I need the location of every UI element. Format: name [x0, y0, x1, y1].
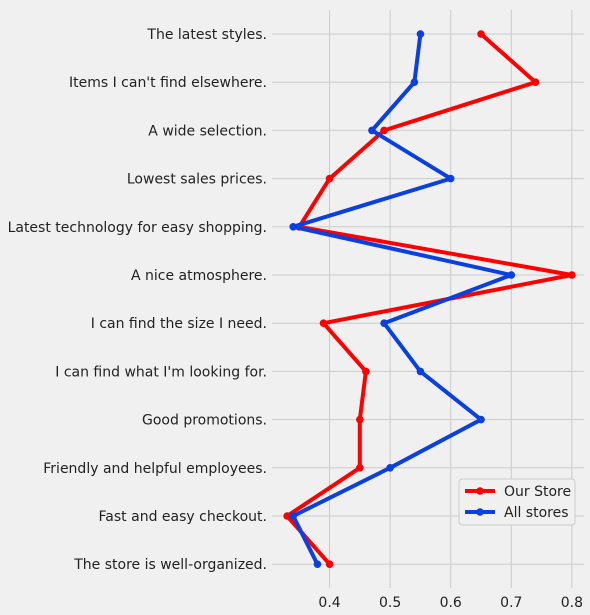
category-label: Fast and easy checkout.: [99, 509, 267, 525]
category-label: I can find the size I need.: [91, 316, 267, 332]
legend-marker: [476, 508, 484, 516]
x-tick-label: 0.6: [440, 595, 462, 611]
category-label: Items I can't find elsewhere.: [69, 75, 267, 91]
data-point: [477, 30, 485, 38]
data-point: [356, 415, 364, 424]
category-label: Good promotions.: [142, 413, 267, 429]
data-point: [319, 319, 328, 328]
data-point: [416, 30, 425, 38]
x-tick-label: 0.8: [561, 595, 583, 611]
data-point: [313, 560, 322, 568]
legend-label: All stores: [504, 505, 569, 521]
legend-marker: [476, 487, 484, 495]
data-point: [325, 560, 334, 568]
category-label: The latest styles.: [146, 27, 267, 43]
data-point: [568, 271, 576, 279]
data-point: [368, 126, 376, 135]
data-point: [416, 367, 425, 376]
category-label: A wide selection.: [148, 123, 267, 139]
data-point: [289, 512, 298, 520]
category-label: I can find what I'm looking for.: [55, 364, 267, 380]
data-point: [362, 367, 370, 376]
value-axis: 0.4 0.5 0.6 0.7 0.8: [318, 595, 583, 611]
data-point: [380, 126, 388, 135]
data-point: [325, 174, 334, 183]
category-label: The store is well-organized.: [73, 557, 267, 573]
legend: Our Store All stores: [458, 478, 576, 526]
data-point: [386, 464, 394, 472]
category-label: Latest technology for easy shopping.: [8, 220, 267, 236]
x-tick-label: 0.5: [379, 595, 401, 611]
data-point: [356, 464, 364, 472]
category-label: Friendly and helpful employees.: [43, 461, 267, 477]
data-point: [531, 78, 540, 86]
legend-label: Our Store: [504, 484, 571, 500]
x-tick-label: 0.7: [500, 595, 522, 611]
data-point: [410, 78, 419, 86]
series-all-stores: [289, 30, 516, 568]
category-label: Lowest sales prices.: [127, 172, 267, 188]
series-layer: [283, 30, 576, 568]
data-point: [289, 223, 298, 231]
data-point: [477, 415, 485, 424]
category-label: A nice atmosphere.: [131, 268, 267, 284]
x-tick-label: 0.4: [318, 595, 340, 611]
data-point: [507, 271, 516, 279]
data-point: [283, 512, 291, 520]
category-axis: The latest styles. Items I can't find els…: [8, 27, 267, 573]
data-point: [380, 319, 388, 328]
data-point: [446, 174, 455, 183]
series-line: [291, 32, 514, 567]
